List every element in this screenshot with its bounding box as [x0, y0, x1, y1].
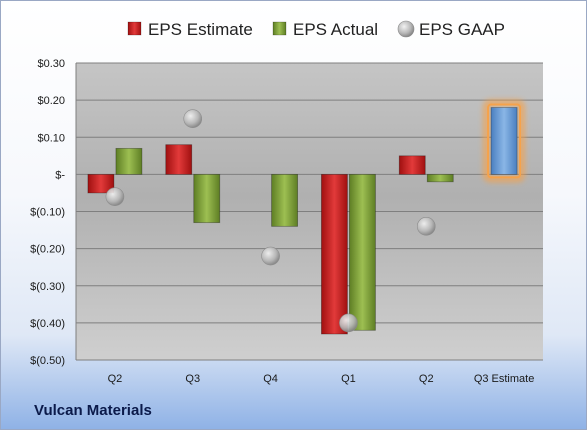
legend: EPS Estimate EPS Actual EPS GAAP	[127, 20, 505, 39]
bar-eps-actual	[193, 173, 221, 224]
bars	[87, 100, 525, 335]
bar-eps-estimate	[87, 173, 115, 194]
y-tick-label: $0.20	[37, 95, 65, 107]
x-axis: Q2 Q3 Q4 Q1 Q2 Q3 Estimate	[108, 373, 535, 385]
gridlines	[76, 62, 543, 361]
point-eps-gaap	[183, 109, 203, 128]
y-tick-label: $(0.30)	[30, 281, 65, 293]
legend-swatch-actual	[272, 21, 287, 36]
point-eps-gaap	[105, 187, 125, 206]
x-tick-label: Q3	[185, 373, 200, 385]
x-tick-label: Q2	[419, 373, 434, 385]
highlight-glow	[483, 100, 525, 182]
bar-eps-estimate	[398, 155, 426, 175]
bar-eps-actual	[349, 173, 376, 331]
gaap-points	[105, 109, 436, 333]
point-eps-gaap	[416, 217, 436, 236]
x-tick-label: Q2	[108, 373, 123, 385]
x-tick-label: Q4	[263, 373, 278, 385]
bar-eps-estimate	[321, 173, 348, 335]
y-tick-label: $(0.10)	[30, 207, 65, 219]
y-tick-label: $0.30	[37, 58, 65, 70]
bar-eps-estimate-next	[490, 107, 518, 175]
legend-label: EPS GAAP	[419, 20, 505, 39]
point-eps-gaap	[261, 246, 280, 266]
legend-swatch-gaap	[397, 20, 415, 38]
y-tick-label: $0.10	[37, 132, 65, 144]
y-axis: $0.30 $0.20 $0.10 $- $(0.10) $(0.20) $(0.30) $(…	[30, 58, 77, 367]
y-tick-label: $(0.50)	[30, 355, 65, 367]
y-tick-label: $-	[55, 169, 65, 181]
y-tick-label: $(0.20)	[30, 244, 65, 256]
x-tick-label: Q1	[341, 373, 356, 385]
company-name: Vulcan Materials	[34, 402, 152, 419]
bar-eps-actual	[271, 173, 298, 227]
highlight-border	[487, 103, 522, 179]
x-tick-label: Q3 Estimate	[474, 373, 535, 385]
y-tick-label: $(0.40)	[30, 318, 65, 330]
legend-label: EPS Estimate	[148, 20, 253, 39]
legend-swatch-estimate	[127, 21, 142, 36]
bar-eps-actual	[115, 147, 143, 175]
bar-eps-estimate	[165, 144, 193, 175]
point-eps-gaap	[339, 313, 358, 333]
legend-label: EPS Actual	[293, 20, 378, 39]
bar-eps-actual	[426, 173, 454, 183]
